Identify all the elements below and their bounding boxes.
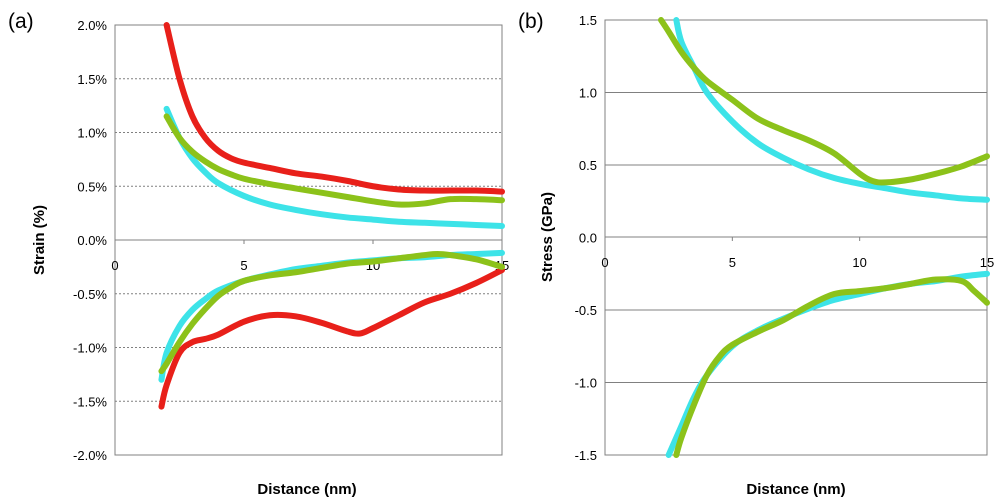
panel-a-y-axis-title: Strain (%) — [31, 205, 48, 275]
panel-b-x-tick-label: 0 — [601, 255, 608, 270]
panel-b-label: (b) — [518, 10, 544, 33]
panel-b-x-tick-label: 10 — [852, 255, 866, 270]
panel-b-y-tick-label: 1.0 — [579, 86, 597, 101]
panel-b-y-tick-label: -1.5 — [575, 448, 597, 463]
panel-a-x-axis-title: Distance (nm) — [257, 481, 356, 498]
panel-b-y-tick-labels: 1.5 1.0 0.5 0.0 -0.5 -1.0 -1.5 — [575, 13, 597, 463]
panel-b-y-tick-label: 0.5 — [579, 158, 597, 173]
panel-b-y-tick-label: 0.0 — [579, 231, 597, 246]
panel-a-series-green-6 — [158, 250, 505, 375]
panel-a-y-tick-label: 0.0% — [77, 233, 107, 248]
panel-a-series-red-1 — [163, 22, 505, 195]
panel-b-x-tick-label: 15 — [980, 255, 994, 270]
panel-b-x-axis-title: Distance (nm) — [746, 481, 845, 498]
panel-a-y-tick-label: -2.0% — [73, 448, 107, 463]
panel-a-y-tick-label: 2.0% — [77, 18, 107, 33]
panel-a-y-tick-label: 1.0% — [77, 126, 107, 141]
panel-a-series-cyan-2 — [163, 105, 505, 230]
panel-b-y-tick-label: -1.0 — [575, 376, 597, 391]
panel-b-y-tick-label: 1.5 — [579, 13, 597, 28]
panel-b-series-green-4 — [673, 276, 990, 458]
panel-a-series — [158, 22, 505, 410]
panel-a-series-red-4 — [158, 267, 505, 410]
panel-b-series — [658, 17, 990, 458]
panel-a-y-tick-label: -1.5% — [73, 394, 107, 409]
panel-b-series-green-2 — [658, 17, 990, 186]
panel-a-x-tick-label: 5 — [240, 258, 247, 273]
panel-b-stress-chart: (b) 1.5 1.0 0.5 0.0 -0.5 -1.0 -1.5 0 5 10 15 Dist… — [518, 10, 994, 498]
panel-b-y-tick-label: -0.5 — [575, 303, 597, 318]
panel-a-y-tick-label: 0.5% — [77, 179, 107, 194]
panel-b-x-tick-label: 5 — [729, 255, 736, 270]
panel-a-y-tick-label: 1.5% — [77, 72, 107, 87]
panel-a-y-tick-labels: 2.0% 1.5% 1.0% 0.5% 0.0% -0.5% -1.0% -1.5% -2.0% — [73, 18, 107, 463]
panel-b-x-tick-labels: 0 5 10 15 — [601, 237, 994, 270]
panel-a-y-tick-label: -0.5% — [73, 287, 107, 302]
panel-a-x-tick-label: 0 — [111, 258, 118, 273]
panel-a-series-green-3 — [163, 113, 505, 208]
panel-a-y-tick-label: -1.0% — [73, 341, 107, 356]
panel-b-y-axis-title: Stress (GPa) — [539, 192, 556, 282]
panel-a-label: (a) — [8, 10, 34, 33]
panel-a-strain-chart: (a) 2.0% 1.5% 1.0% 0.5% 0.0% -0.5% -1.0% -1.5% -… — [8, 10, 509, 498]
